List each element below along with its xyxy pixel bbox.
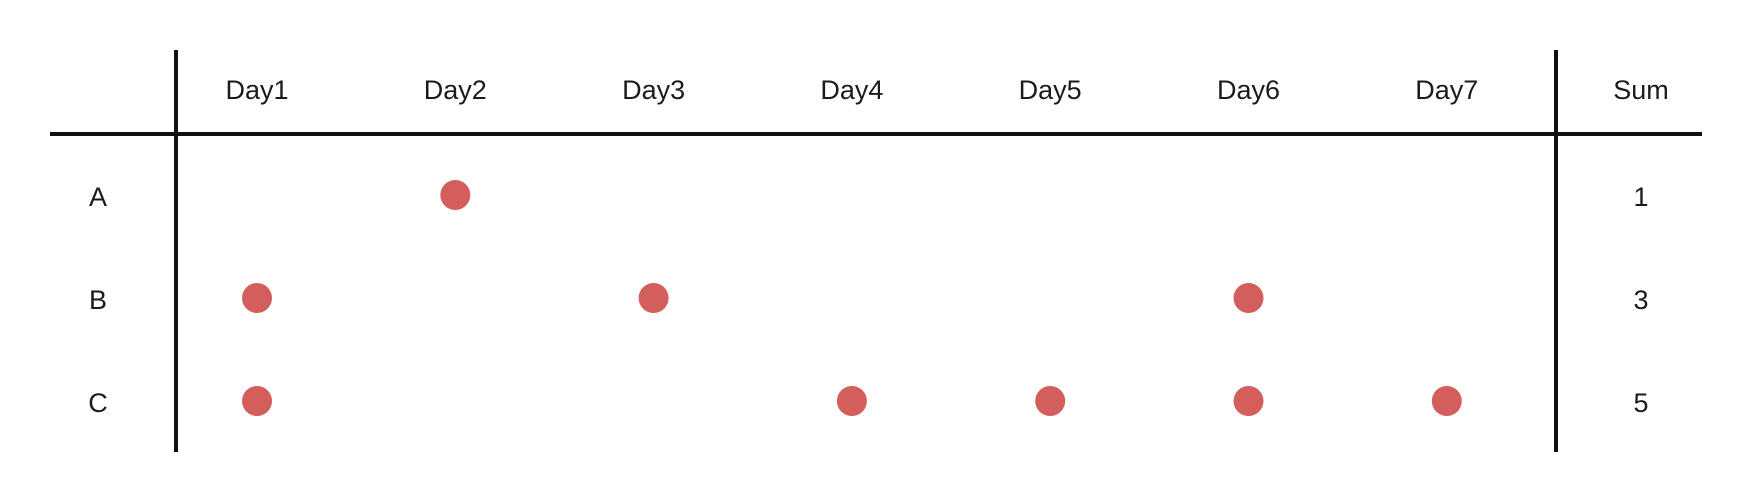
dots-layer [242,180,1462,416]
column-headers: Day1 Day2 Day3 Day4 Day5 Day6 Day7 Sum [225,75,1668,105]
row-label-b: B [89,285,107,315]
sum-values: 1 3 5 [1633,182,1648,418]
row-label-a: A [89,182,107,212]
column-header-day2: Day2 [424,75,487,105]
sum-value-b: 3 [1633,285,1648,315]
column-header-day7: Day7 [1415,75,1478,105]
sum-value-a: 1 [1633,182,1648,212]
sum-value-c: 5 [1633,388,1648,418]
column-header-day1: Day1 [225,75,288,105]
dot-c-day7 [1431,386,1462,416]
column-header-day3: Day3 [622,75,685,105]
column-header-day6: Day6 [1217,75,1280,105]
dot-b-day3 [638,283,669,313]
row-label-c: C [88,388,108,418]
dot-b-day6 [1233,283,1264,313]
dot-b-day1 [242,283,272,313]
sum-header: Sum [1613,75,1669,105]
dot-c-day5 [1035,386,1066,416]
dot-a-day2 [440,180,471,210]
column-header-day4: Day4 [820,75,883,105]
row-labels: A B C [88,182,108,418]
column-header-day5: Day5 [1019,75,1082,105]
dot-c-day1 [242,386,272,416]
dot-c-day4 [836,386,867,416]
dot-c-day6 [1233,386,1264,416]
